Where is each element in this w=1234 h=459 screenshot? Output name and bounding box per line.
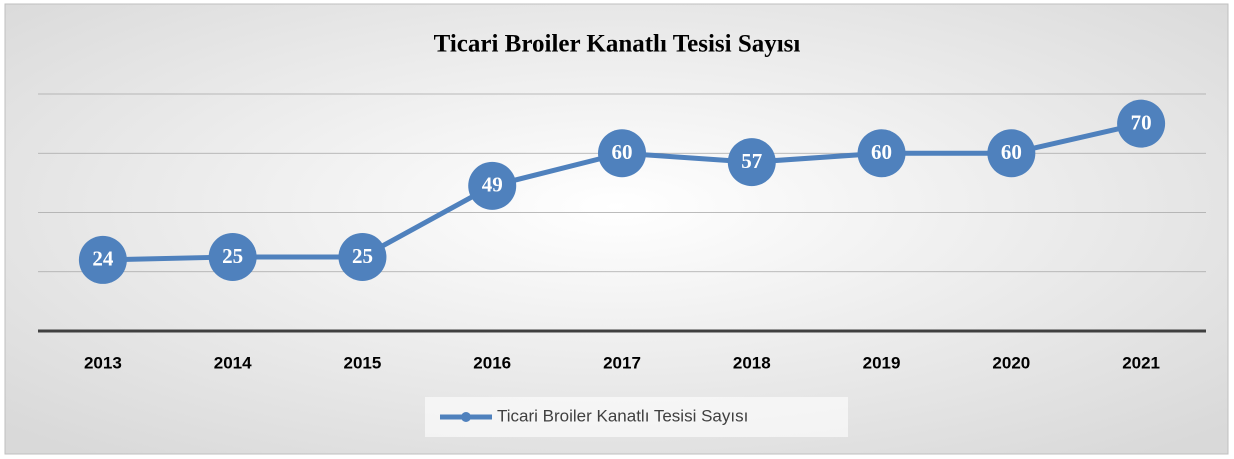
data-label: 49 xyxy=(482,173,503,197)
chart-title: Ticari Broiler Kanatlı Tesisi Sayısı xyxy=(434,31,801,58)
marker xyxy=(78,235,127,284)
data-label: 60 xyxy=(871,140,892,164)
data-label: 57 xyxy=(741,149,762,173)
data-label: 60 xyxy=(1001,140,1022,164)
data-label: 25 xyxy=(222,244,243,268)
data-label: 60 xyxy=(612,140,633,164)
marker xyxy=(208,232,257,281)
data-label: 24 xyxy=(92,247,114,271)
data-label: 25 xyxy=(352,244,373,268)
x-tick-label: 2014 xyxy=(214,353,252,372)
x-tick-label: 2013 xyxy=(84,353,122,372)
chart-background xyxy=(4,3,1229,455)
marker xyxy=(857,129,906,178)
x-tick-label: 2019 xyxy=(863,353,901,372)
x-tick-label: 2016 xyxy=(473,353,511,372)
legend-box xyxy=(425,397,848,437)
marker xyxy=(727,138,776,187)
x-tick-label: 2017 xyxy=(603,353,641,372)
marker xyxy=(987,129,1036,178)
legend-marker xyxy=(461,412,471,422)
x-tick-label: 2021 xyxy=(1122,353,1160,372)
marker xyxy=(1117,99,1166,148)
data-label: 70 xyxy=(1131,110,1152,134)
legend-label: Ticari Broiler Kanatlı Tesisi Sayısı xyxy=(497,406,748,425)
marker xyxy=(338,232,387,281)
x-tick-label: 2018 xyxy=(733,353,771,372)
x-tick-label: 2020 xyxy=(992,353,1030,372)
marker xyxy=(598,129,646,178)
marker xyxy=(468,161,517,210)
x-tick-label: 2015 xyxy=(344,353,382,372)
